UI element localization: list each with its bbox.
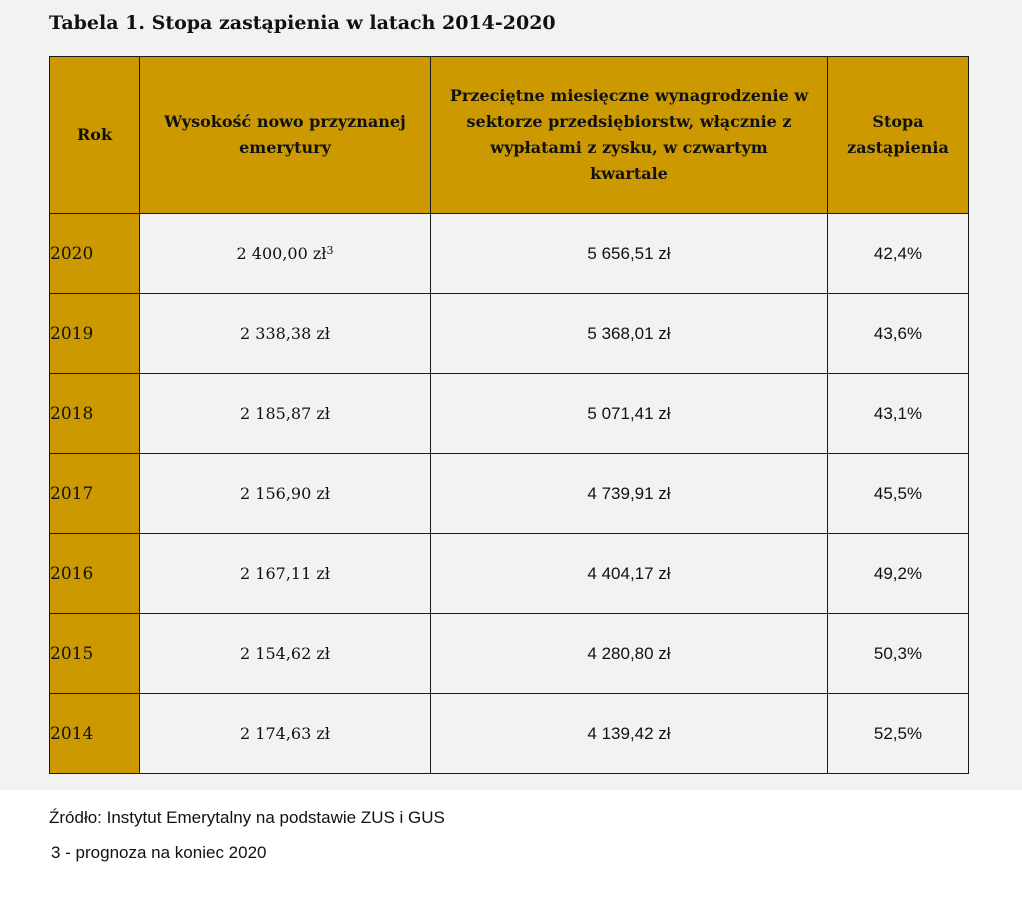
cell-pension: 2 400,00 zł3 — [139, 213, 431, 294]
cell-year: 2019 — [49, 293, 140, 374]
cell-year: 2016 — [49, 533, 140, 614]
cell-rate: 45,5% — [827, 453, 969, 534]
cell-pension: 2 338,38 zł — [139, 293, 431, 374]
footnote-marker: 3 — [326, 244, 334, 257]
table-row: 2019 2 338,38 zł 5 368,01 zł 43,6% — [49, 293, 969, 374]
cell-rate: 43,1% — [827, 373, 969, 454]
pension-value: 2 167,11 zł — [240, 564, 330, 583]
table-row: 2016 2 167,11 zł 4 404,17 zł 49,2% — [49, 533, 969, 614]
pension-value: 2 174,63 zł — [240, 724, 330, 743]
table-row: 2015 2 154,62 zł 4 280,80 zł 50,3% — [49, 613, 969, 694]
cell-rate: 42,4% — [827, 213, 969, 294]
table-row: 2017 2 156,90 zł 4 739,91 zł 45,5% — [49, 453, 969, 534]
table-row: 2018 2 185,87 zł 5 071,41 zł 43,1% — [49, 373, 969, 454]
cell-year: 2015 — [49, 613, 140, 694]
header-rate: Stopa zastąpienia — [827, 56, 969, 214]
cell-pension: 2 167,11 zł — [139, 533, 431, 614]
cell-wage: 4 739,91 zł — [430, 453, 828, 534]
cell-rate: 49,2% — [827, 533, 969, 614]
cell-wage: 5 656,51 zł — [430, 213, 828, 294]
source-note: Źródło: Instytut Emerytalny na podstawie… — [49, 808, 445, 827]
footnote: 3 - prognoza na koniec 2020 — [51, 843, 267, 862]
cell-rate: 43,6% — [827, 293, 969, 374]
cell-year: 2017 — [49, 453, 140, 534]
pension-value: 2 185,87 zł — [240, 404, 330, 423]
cell-pension: 2 185,87 zł — [139, 373, 431, 454]
cell-wage: 4 404,17 zł — [430, 533, 828, 614]
pension-value: 2 156,90 zł — [240, 484, 330, 503]
pension-value: 2 338,38 zł — [240, 324, 330, 343]
cell-wage: 5 368,01 zł — [430, 293, 828, 374]
cell-pension: 2 156,90 zł — [139, 453, 431, 534]
table-header-row: Rok Wysokość nowo przyznanej emerytury P… — [49, 56, 969, 214]
cell-pension: 2 174,63 zł — [139, 693, 431, 774]
pension-value: 2 154,62 zł — [240, 644, 330, 663]
cell-rate: 52,5% — [827, 693, 969, 774]
cell-rate: 50,3% — [827, 613, 969, 694]
cell-year: 2018 — [49, 373, 140, 454]
table-title: Tabela 1. Stopa zastąpienia w latach 201… — [49, 12, 556, 34]
header-year: Rok — [49, 56, 140, 214]
replacement-rate-table: Rok Wysokość nowo przyznanej emerytury P… — [49, 56, 969, 774]
cell-year: 2020 — [49, 213, 140, 294]
cell-wage: 4 280,80 zł — [430, 613, 828, 694]
table-row: 2020 2 400,00 zł3 5 656,51 zł 42,4% — [49, 213, 969, 294]
pension-value: 2 400,00 zł — [236, 244, 327, 263]
header-wage: Przeciętne miesięczne wynagrodzenie w se… — [430, 56, 828, 214]
cell-wage: 5 071,41 zł — [430, 373, 828, 454]
header-pension: Wysokość nowo przyznanej emerytury — [139, 56, 431, 214]
cell-pension: 2 154,62 zł — [139, 613, 431, 694]
cell-wage: 4 139,42 zł — [430, 693, 828, 774]
cell-year: 2014 — [49, 693, 140, 774]
table-row: 2014 2 174,63 zł 4 139,42 zł 52,5% — [49, 693, 969, 774]
